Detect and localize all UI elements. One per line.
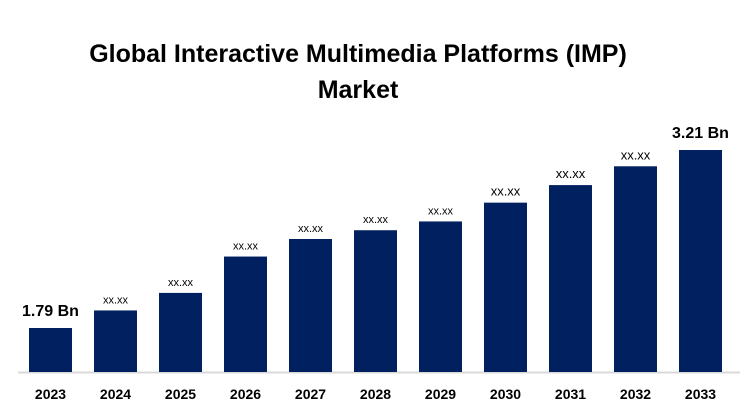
chart-title-line-2: Market [317, 76, 399, 104]
chart-title: Global Interactive Multimedia Platforms … [0, 36, 716, 108]
data-label-2032: xx.xx [621, 147, 651, 162]
bar-2031 [549, 185, 592, 372]
data-label-2029: xx.xx [428, 205, 454, 217]
bar-2032 [614, 166, 657, 372]
data-label-2031: xx.xx [556, 166, 586, 181]
x-tick-label-2033: 2033 [685, 386, 716, 402]
x-tick-label-2025: 2025 [165, 386, 196, 402]
data-label-2025: xx.xx [168, 277, 194, 289]
chart-title-line-1: Global Interactive Multimedia Platforms … [89, 40, 627, 68]
x-tick-label-2027: 2027 [295, 386, 326, 402]
x-tick-label-2023: 2023 [35, 386, 66, 402]
bar-2029 [419, 221, 462, 372]
data-label-2027: xx.xx [298, 223, 324, 235]
data-label-2024: xx.xx [103, 294, 129, 306]
bar-2025 [159, 292, 202, 372]
x-tick-label-2030: 2030 [490, 386, 521, 402]
data-label-2023: 1.79 Bn [22, 303, 79, 320]
bar-2026 [224, 256, 267, 372]
bar-2033 [679, 150, 722, 372]
x-tick-label-2024: 2024 [100, 386, 131, 402]
x-tick-label-2029: 2029 [425, 386, 456, 402]
data-label-2033: 3.21 Bn [672, 125, 729, 142]
bar-2024 [94, 310, 137, 372]
bar-2028 [354, 230, 397, 372]
bar-2030 [484, 202, 527, 372]
data-label-2030: xx.xx [491, 184, 521, 199]
x-tick-label-2032: 2032 [620, 386, 651, 402]
x-tick-label-2031: 2031 [555, 386, 586, 402]
x-tick-label-2026: 2026 [230, 386, 261, 402]
data-label-2028: xx.xx [363, 214, 389, 226]
bar-2027 [289, 239, 332, 372]
data-label-2026: xx.xx [233, 241, 259, 253]
bar-2023 [29, 328, 72, 372]
x-tick-label-2028: 2028 [360, 386, 391, 402]
